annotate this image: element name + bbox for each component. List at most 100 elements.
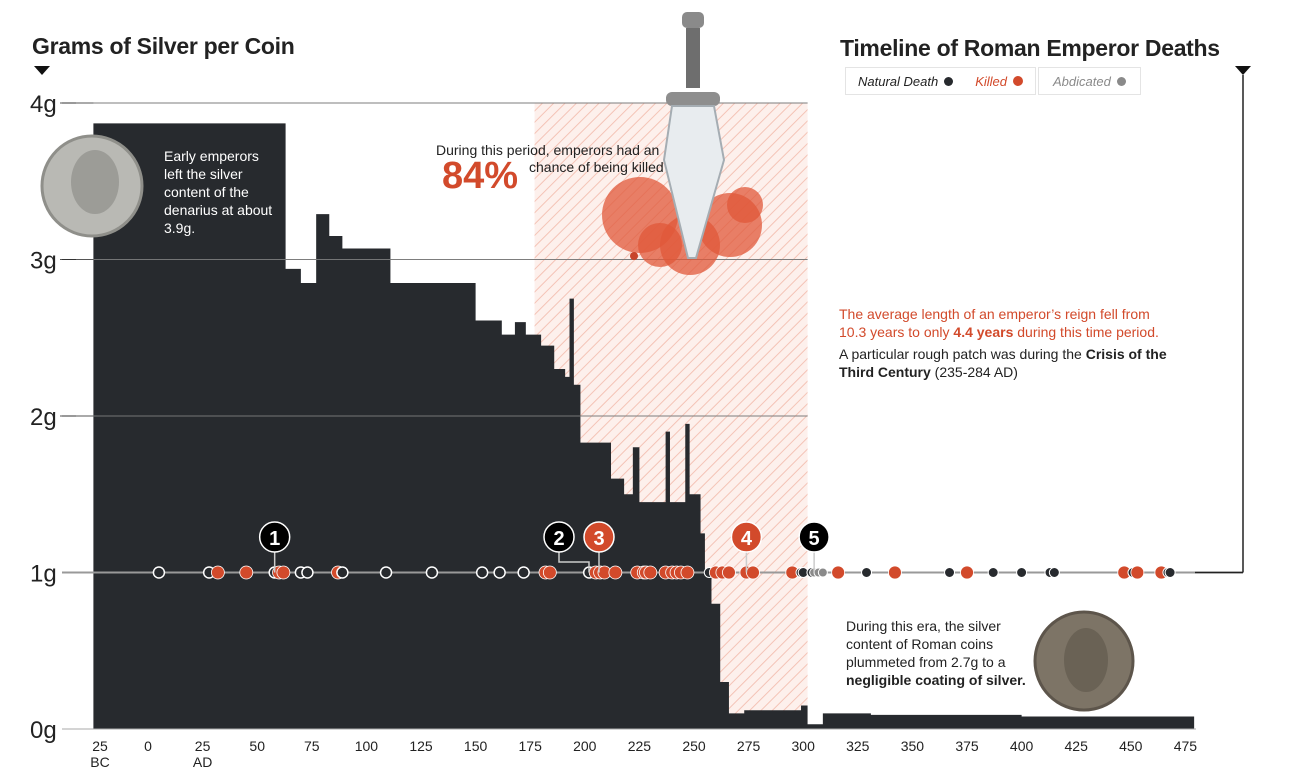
abdicated-dot-icon xyxy=(1116,76,1126,86)
legend-group-natural-killed: Natural Death Killed xyxy=(845,67,1037,95)
x-tick-sublabel: BC xyxy=(90,754,109,770)
death-dot-abdicated xyxy=(817,567,828,578)
legend-abdicated-label: Abdicated xyxy=(1053,73,1111,89)
death-dot-natural xyxy=(987,567,999,578)
x-tick-label: 350 xyxy=(901,738,925,754)
death-dot-killed xyxy=(210,565,225,580)
marker-leader xyxy=(558,552,590,573)
death-dot-natural xyxy=(1164,567,1176,578)
early-emperors-note: Early emperors left the silver content o… xyxy=(164,148,273,236)
x-tick-label: 300 xyxy=(792,738,816,754)
death-dot-killed xyxy=(888,565,902,580)
dagger-guard xyxy=(666,92,720,106)
y-tick-label: 2g xyxy=(30,404,57,431)
x-tick-label: 325 xyxy=(846,738,870,754)
x-tick-label: 375 xyxy=(955,738,979,754)
death-dot-natural xyxy=(1048,567,1060,578)
x-tick-label: 75 xyxy=(304,738,320,754)
death-dot-natural xyxy=(301,566,314,579)
death-dot-killed xyxy=(722,565,736,580)
crisis-text-2: (235-284 AD) xyxy=(930,364,1018,380)
era-text-bold: negligible coating of silver. xyxy=(846,672,1026,688)
marker-4-circle xyxy=(730,521,763,553)
x-tick-label: 225 xyxy=(628,738,652,754)
death-dot-natural xyxy=(379,566,393,579)
death-dot-killed xyxy=(239,565,254,580)
marker-5-circle xyxy=(798,521,830,553)
x-tick-label: 200 xyxy=(573,738,597,754)
right-title: Timeline of Roman Emperor Deaths xyxy=(840,35,1220,61)
crisis-note: A particular rough patch was during the … xyxy=(839,345,1169,381)
dagger-blade xyxy=(662,105,726,259)
x-tick-label: 150 xyxy=(464,738,488,754)
period-note: During this period, emperors had an xyxy=(436,141,676,159)
x-tick-label: 50 xyxy=(249,738,265,754)
y-tick-label: 4g xyxy=(30,91,57,118)
blood-splatter xyxy=(638,223,682,267)
y-tick-label: 1g xyxy=(30,561,57,588)
legend-group-abdicated: Abdicated xyxy=(1038,67,1141,95)
marker-2-label: 2 xyxy=(553,528,564,550)
killed-dot-icon xyxy=(1013,76,1024,86)
x-tick-label: 25 xyxy=(195,738,211,754)
marker-2-circle xyxy=(543,521,575,553)
x-tick-label: 125 xyxy=(409,738,433,754)
marker-1-circle xyxy=(258,521,291,553)
coin-portrait xyxy=(1064,628,1108,692)
death-dot-killed xyxy=(276,565,291,580)
augustus-coin-image xyxy=(40,134,144,238)
death-dot-natural xyxy=(861,567,873,578)
marker-4-label: 4 xyxy=(741,528,753,550)
y-tick-label: 0g xyxy=(30,717,57,744)
reign-text-2: during this time period. xyxy=(1013,324,1159,340)
blood-drop xyxy=(630,252,638,260)
x-tick-label: 0 xyxy=(144,738,152,754)
right-title-triangle-icon xyxy=(1235,66,1251,75)
period-percent: 84% xyxy=(442,155,519,197)
crisis-text-1: A particular rough patch was during the xyxy=(839,346,1086,362)
death-dot-killed xyxy=(960,565,974,580)
death-dot-natural xyxy=(493,566,506,579)
x-tick-label: 250 xyxy=(682,738,706,754)
reign-note: The average length of an emperor’s reign… xyxy=(839,305,1179,341)
death-dot-killed xyxy=(831,565,846,580)
x-tick-label: 475 xyxy=(1174,738,1198,754)
dagger-pommel xyxy=(682,12,704,28)
late-coin-image xyxy=(1033,610,1135,712)
death-dot-killed xyxy=(643,565,658,580)
period-post: chance of being killed xyxy=(529,159,664,175)
death-dot-natural xyxy=(944,567,956,578)
marker-3-circle xyxy=(583,521,615,553)
death-dot-killed xyxy=(608,565,623,580)
era-text-1: During this era, the silver content of R… xyxy=(846,618,1006,670)
blood-splatter xyxy=(727,187,763,223)
death-dot-natural xyxy=(425,566,439,579)
left-title-triangle-icon xyxy=(34,66,50,75)
marker-1-label: 1 xyxy=(269,528,280,550)
dagger-image xyxy=(602,12,763,275)
death-dot-killed xyxy=(1130,565,1145,580)
marker-3-label: 3 xyxy=(593,528,604,550)
coin-portrait xyxy=(71,150,119,214)
death-dot-killed xyxy=(746,565,760,580)
x-tick-label: 175 xyxy=(519,738,543,754)
natural-dot-icon xyxy=(944,76,954,86)
death-dot-natural xyxy=(475,566,489,579)
era-note: During this era, the silver content of R… xyxy=(846,617,1031,689)
death-dot-natural xyxy=(1016,567,1028,578)
silver-content-area xyxy=(93,123,1195,730)
marker-5-label: 5 xyxy=(809,528,820,550)
legend-natural-label: Natural Death xyxy=(858,73,939,89)
reign-text-bold: 4.4 years xyxy=(953,324,1014,340)
x-tick-label: 425 xyxy=(1065,738,1089,754)
y-tick-label: 3g xyxy=(30,248,57,275)
x-tick-sublabel: AD xyxy=(193,754,212,770)
x-tick-label: 450 xyxy=(1119,738,1143,754)
x-tick-label: 400 xyxy=(1010,738,1034,754)
legend: Natural Death Killed Abdicated xyxy=(845,67,1143,95)
period-pre: During this period, emperors had an xyxy=(436,142,660,158)
death-dot-killed xyxy=(680,565,695,580)
legend-killed-label: Killed xyxy=(975,73,1008,89)
x-tick-label: 25 xyxy=(92,738,108,754)
